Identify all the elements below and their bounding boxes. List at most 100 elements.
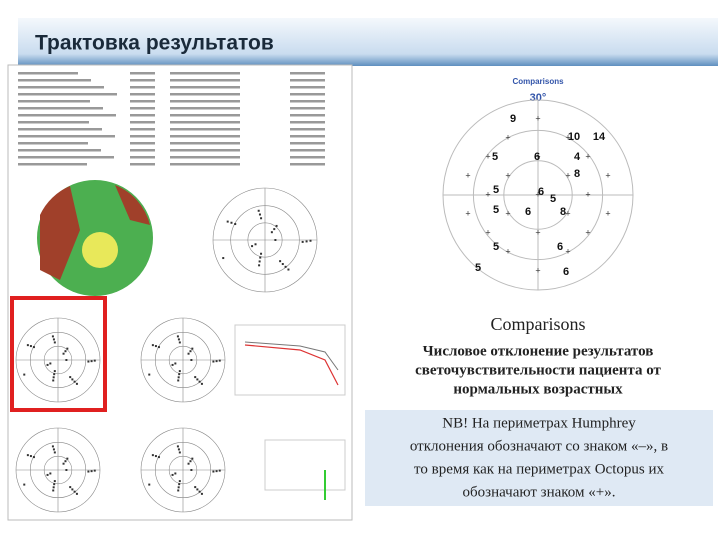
point — [174, 472, 177, 475]
point — [65, 359, 68, 361]
text-line — [18, 79, 91, 82]
caption-line: светочувствительности пациента от — [415, 362, 661, 378]
point — [190, 469, 193, 471]
note-line: NB! На периметрах Humphrey — [442, 415, 636, 431]
point — [198, 380, 201, 383]
figure-title: Comparisons — [512, 77, 564, 86]
point — [69, 486, 72, 489]
text-line — [290, 163, 325, 166]
plus-mark: + — [485, 227, 490, 237]
point — [93, 469, 96, 472]
point — [87, 470, 90, 473]
deviation-value: 6 — [534, 151, 540, 163]
text-line — [130, 93, 155, 96]
point — [62, 352, 65, 355]
caption-line: Числовое отклонение результатов — [423, 343, 654, 359]
point — [200, 492, 203, 495]
text-line — [290, 93, 325, 96]
point — [177, 338, 180, 341]
text-line — [290, 128, 325, 131]
point — [196, 488, 199, 491]
point — [212, 470, 215, 473]
point — [190, 359, 193, 361]
text-line — [18, 72, 78, 75]
text-line — [18, 93, 117, 96]
plus-mark: + — [585, 151, 590, 161]
text-line — [290, 79, 325, 82]
text-line — [130, 114, 155, 117]
point — [191, 347, 194, 350]
point — [154, 455, 157, 458]
comparisons-diagram: +++++++++++++++++++++++910 145 6 485 655 865 6… — [442, 99, 634, 291]
plus-mark: + — [485, 151, 490, 161]
point — [230, 221, 233, 224]
point — [32, 346, 35, 349]
point — [75, 382, 78, 385]
text-line — [290, 114, 325, 117]
text-line — [18, 121, 89, 124]
point — [53, 480, 56, 483]
point — [178, 451, 181, 454]
deviation-value: 9 — [510, 113, 516, 125]
text-line — [170, 79, 240, 82]
plus-mark: + — [535, 265, 540, 275]
point — [254, 243, 257, 246]
curve — [244, 344, 339, 386]
point — [258, 260, 261, 263]
point — [258, 264, 261, 267]
text-line — [18, 149, 101, 152]
field-defect — [115, 185, 150, 225]
point — [194, 486, 197, 489]
point — [259, 256, 262, 259]
point — [26, 344, 29, 347]
point — [284, 265, 287, 268]
point — [75, 492, 78, 495]
point — [275, 224, 278, 227]
point — [64, 460, 67, 463]
text-line — [170, 149, 240, 152]
plus-mark: + — [465, 170, 470, 180]
plus-mark: + — [535, 189, 540, 199]
point — [215, 470, 218, 473]
deviation-value: 4 — [574, 151, 581, 163]
deviation-value: 6 — [538, 186, 544, 198]
caption-line: нормальных возрастных — [453, 381, 623, 397]
text-line — [290, 72, 325, 75]
point — [26, 454, 29, 457]
point — [52, 486, 55, 489]
point — [29, 345, 32, 348]
text-line — [290, 156, 325, 159]
point — [66, 457, 69, 460]
text-line — [170, 86, 240, 89]
point — [301, 240, 304, 243]
point — [52, 338, 55, 341]
text-line — [290, 135, 325, 138]
text-line — [170, 156, 240, 159]
point — [87, 360, 90, 363]
point — [174, 362, 177, 365]
point — [258, 213, 261, 216]
deviation-value: 5 — [550, 193, 556, 205]
point — [52, 379, 55, 382]
point — [73, 380, 76, 383]
point — [194, 376, 197, 379]
point — [215, 360, 218, 363]
point — [177, 486, 180, 489]
point — [178, 341, 181, 344]
point — [178, 483, 181, 486]
point — [51, 335, 54, 338]
point — [52, 448, 55, 451]
point — [46, 363, 49, 366]
point — [157, 456, 160, 459]
point — [53, 373, 56, 376]
slide-title: Трактовка результатов — [35, 32, 274, 55]
point — [32, 456, 35, 459]
point — [178, 480, 181, 483]
text-line — [290, 86, 325, 89]
point — [270, 231, 273, 234]
plus-mark: + — [565, 246, 570, 256]
point — [177, 376, 180, 379]
point — [218, 359, 221, 362]
point — [274, 239, 277, 241]
